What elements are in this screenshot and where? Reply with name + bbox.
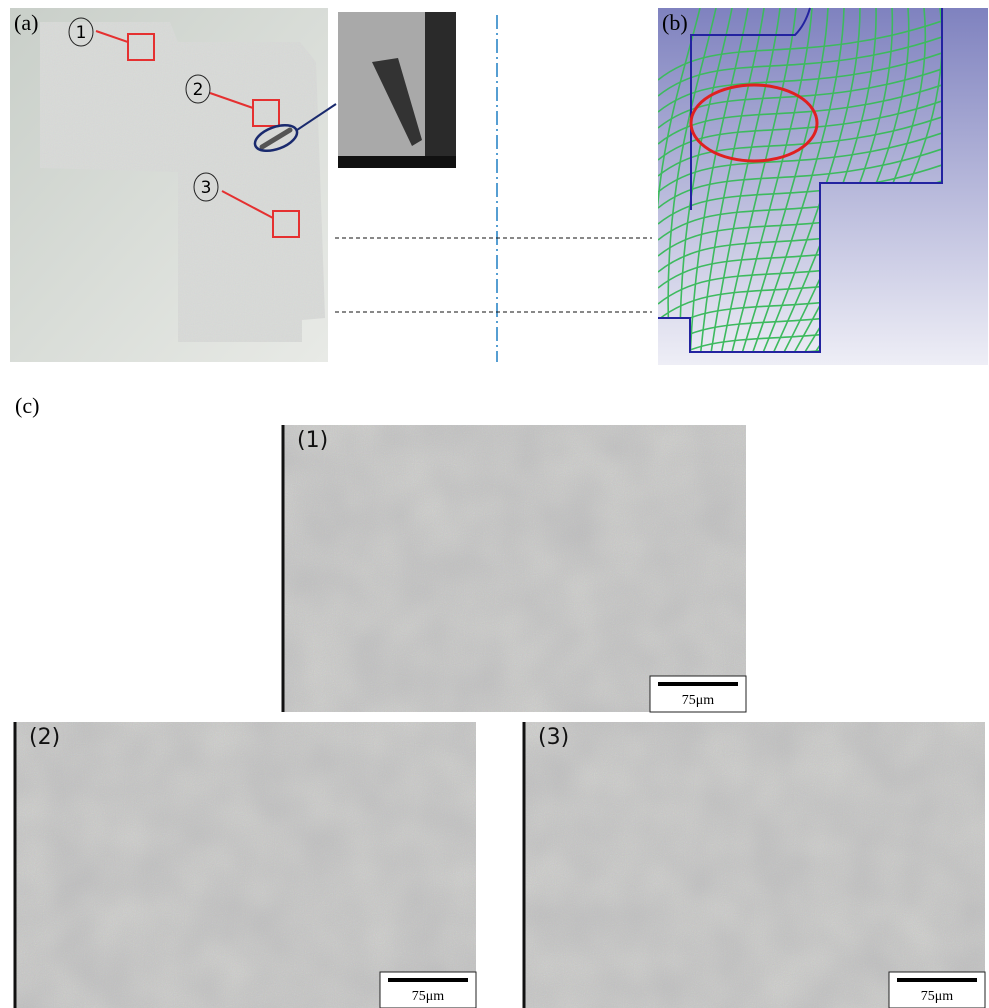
- sem-inset: [338, 12, 456, 168]
- scale-label: 75μm: [921, 989, 954, 1004]
- panel-label: (b): [662, 10, 688, 35]
- figure: 1 2 3 (a) (b) (c) (1) 75μm (2) 75μm (3) 75μm: [0, 0, 989, 1008]
- scale-bar: [658, 682, 738, 686]
- micrograph-label: (3): [538, 725, 569, 750]
- micrographs: (1) 75μm (2) 75μm (3) 75μm: [15, 425, 985, 1008]
- scale-label: 75μm: [682, 693, 715, 708]
- marker-label: 2: [193, 80, 204, 100]
- micrograph-shading: [524, 722, 985, 1008]
- panel-b: (b): [655, 8, 988, 384]
- scale-bar: [897, 978, 977, 982]
- scale-label: 75μm: [412, 989, 445, 1004]
- micrograph-label: (2): [29, 725, 60, 750]
- panel-label: (a): [14, 10, 38, 35]
- marker-label: 3: [201, 178, 212, 198]
- micrograph-label: (1): [297, 428, 328, 453]
- micrograph-shading: [283, 425, 746, 712]
- micrograph-shading: [15, 722, 476, 1008]
- panel-label: (c): [15, 393, 39, 418]
- marker-label: 1: [76, 23, 87, 43]
- sem-info-bar: [338, 156, 456, 168]
- panel-a: 1 2 3 (a): [10, 8, 336, 362]
- sem-edge: [425, 12, 456, 156]
- scale-bar: [388, 978, 468, 982]
